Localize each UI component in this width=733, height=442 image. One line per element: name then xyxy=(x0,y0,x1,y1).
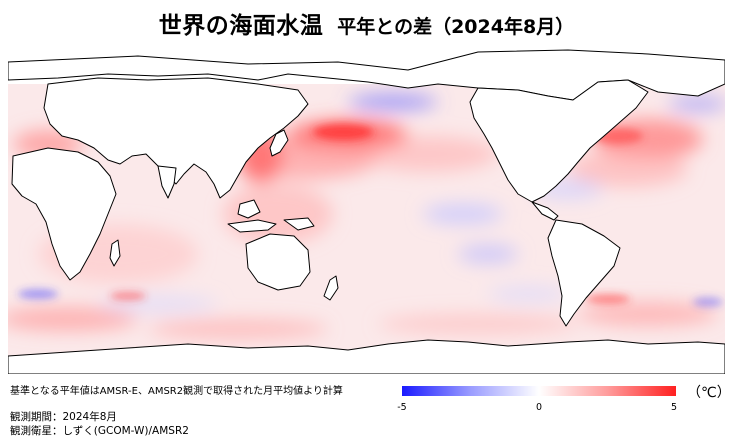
japan xyxy=(269,129,289,157)
eurasia xyxy=(43,77,309,199)
indonesia xyxy=(227,219,277,233)
satellite-value: しずく(GCOM-W)/AMSR2 xyxy=(62,425,189,437)
colorbar-mid-label: 0 xyxy=(535,402,543,413)
colorbar-max-label: 5 xyxy=(670,402,678,413)
india xyxy=(157,165,177,199)
antarctica xyxy=(8,339,725,374)
colorbar-unit: （℃） xyxy=(687,385,731,401)
madagascar xyxy=(109,239,121,267)
africa xyxy=(11,147,117,281)
south-america xyxy=(547,219,621,327)
central-america xyxy=(531,201,559,221)
title-main: 世界の海面水温 xyxy=(158,13,324,39)
satellite-label: 観測衛星： xyxy=(10,425,63,437)
north-america xyxy=(469,79,649,203)
map-title: 世界の海面水温 平年との差（2024年8月） xyxy=(0,6,733,40)
period-label: 観測期間： xyxy=(10,411,63,423)
australia xyxy=(245,233,311,291)
baseline-note: 基準となる平年値はAMSR-E、AMSR2観測で取得された月平均値より計算 xyxy=(10,386,343,397)
sst-anomaly-map xyxy=(8,44,725,374)
land-masses xyxy=(8,49,725,374)
new-zealand xyxy=(323,275,339,301)
colorbar-min-label: -5 xyxy=(397,402,407,413)
period-value: 2024年8月 xyxy=(62,411,117,423)
new-guinea xyxy=(283,217,315,231)
borneo xyxy=(237,199,261,219)
observation-satellite: 観測衛星：しずく(GCOM-W)/AMSR2 xyxy=(10,423,189,438)
colorbar xyxy=(402,386,676,396)
title-sub: 平年との差（2024年8月） xyxy=(337,16,575,38)
observation-period: 観測期間：2024年8月 xyxy=(10,409,117,424)
